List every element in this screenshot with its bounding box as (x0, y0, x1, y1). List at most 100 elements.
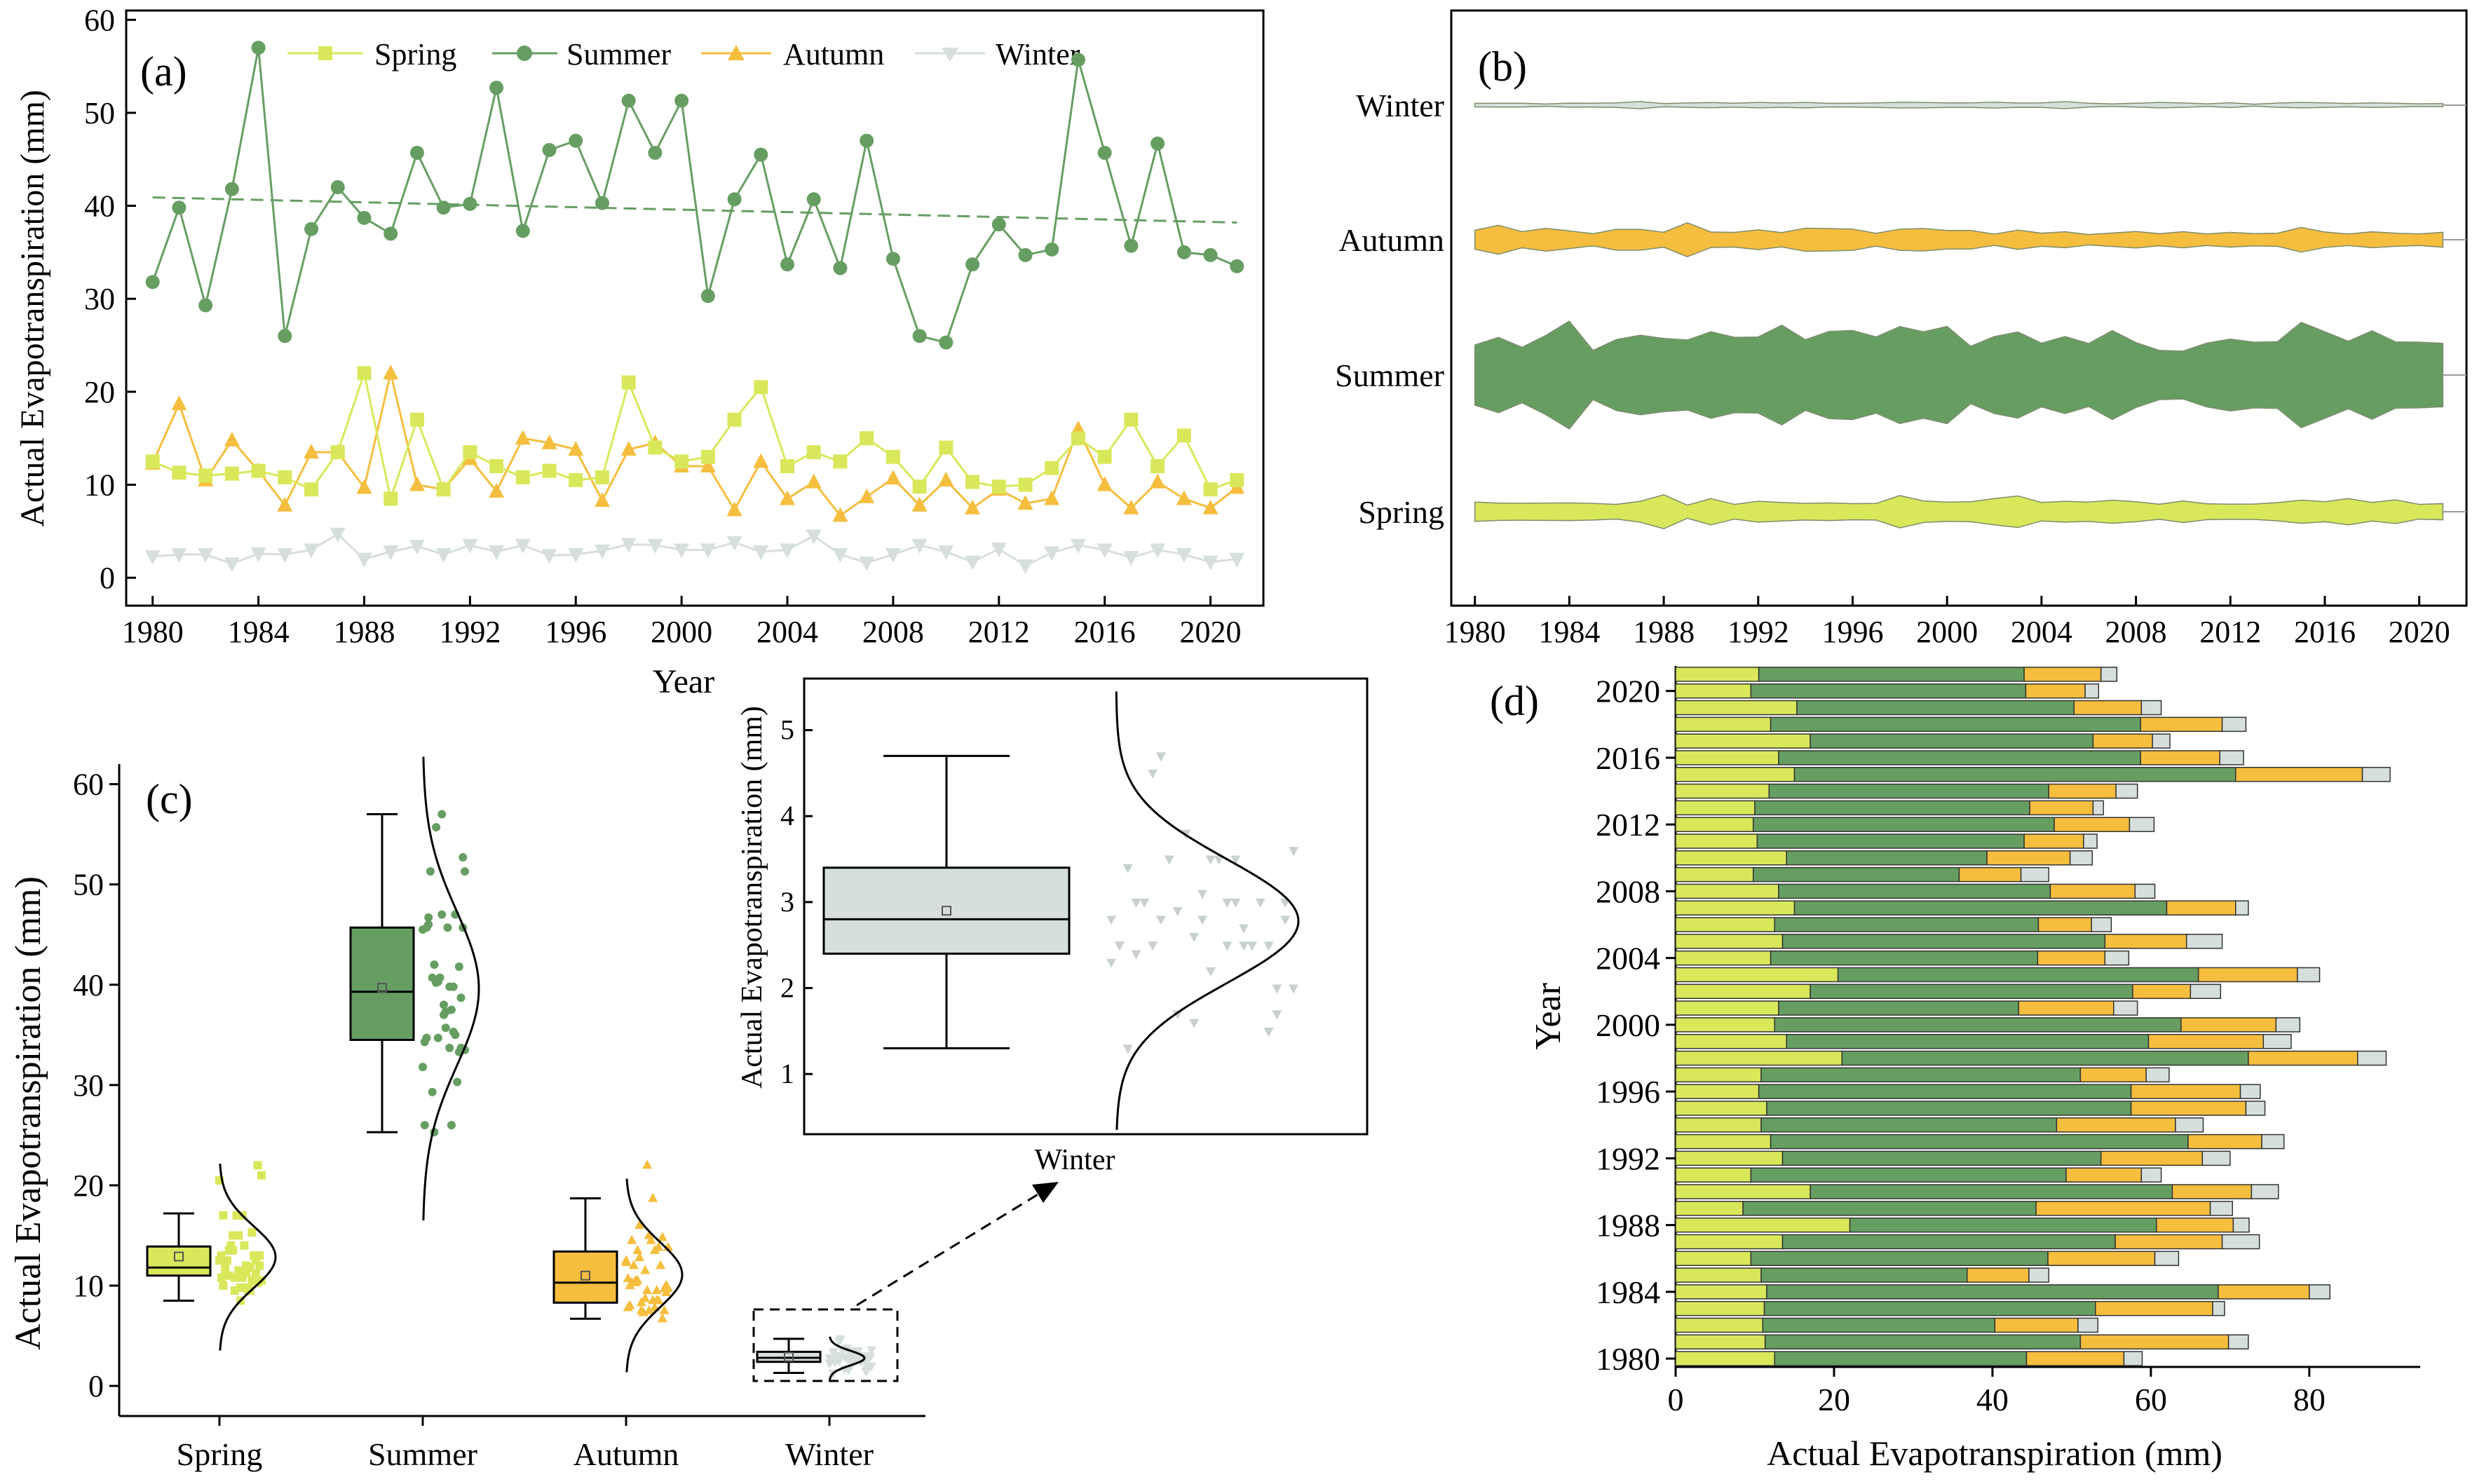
point-winter (726, 536, 742, 551)
bar-summer (1774, 1017, 2182, 1033)
point-winter (1229, 552, 1245, 568)
scatter-winter (830, 1352, 841, 1362)
panel-b-xtick-label: 1988 (1633, 615, 1695, 649)
bar-spring (1675, 800, 1756, 816)
scatter-autumn (653, 1241, 664, 1251)
point-autumn (1097, 476, 1113, 491)
point-summer (172, 200, 186, 215)
bar-summer (1770, 950, 2039, 966)
point-spring (700, 449, 715, 464)
bar-autumn (2187, 1134, 2262, 1150)
bar-spring (1675, 883, 1779, 899)
series-line-summer (151, 47, 1237, 344)
scatter-autumn (621, 1255, 631, 1265)
point-autumn (409, 476, 425, 491)
point-winter (515, 538, 531, 554)
scatter-autumn (640, 1265, 651, 1274)
panel-a-ytick-label: 10 (84, 468, 115, 503)
bar-winter (2134, 883, 2156, 899)
point-winter (224, 557, 240, 573)
scatter-summer (459, 853, 468, 862)
panel-a-ytick-label: 60 (84, 3, 115, 37)
scatter-summer (451, 1030, 460, 1040)
point-summer (198, 298, 213, 313)
point-autumn (620, 441, 637, 456)
scatter-winter (867, 1346, 876, 1356)
panel-b-plot: Winter Autumn Summer Spring 1980 1984 1988 1992… (1335, 88, 2466, 649)
inset-scatter-winter (1164, 855, 1174, 865)
point-winter (330, 527, 346, 543)
point-spring (463, 445, 477, 460)
point-autumn (832, 507, 848, 522)
bar-autumn (2140, 750, 2220, 765)
point-summer (727, 192, 742, 207)
inset-scatter-winter (1289, 984, 1298, 994)
point-winter (620, 538, 637, 553)
bar-spring (1675, 1017, 1775, 1033)
legend-label-summer: Summer (566, 37, 671, 72)
point-winter (1202, 555, 1219, 571)
bar-autumn (2166, 900, 2237, 915)
scatter-autumn (627, 1277, 637, 1286)
bar-summer (1796, 700, 2075, 716)
bar-winter (2140, 700, 2162, 716)
bar-spring (1675, 667, 1760, 682)
point-summer (278, 329, 292, 343)
point-winter (806, 529, 822, 545)
panel-a-xtick-label: 2004 (756, 615, 818, 649)
bar-winter (2190, 983, 2222, 1000)
point-autumn (1123, 499, 1139, 515)
point-summer (145, 275, 160, 290)
scatter-winter (846, 1351, 855, 1361)
point-winter (1070, 538, 1086, 554)
bar-spring (1675, 1201, 1744, 1216)
point-summer (1124, 238, 1139, 253)
bar-winter (2083, 833, 2098, 849)
bar-winter (2251, 1184, 2279, 1199)
point-spring (674, 454, 689, 469)
panel-b-xtick-label: 2016 (2294, 615, 2356, 649)
winter-zoom-box (752, 1308, 899, 1382)
point-spring (172, 465, 186, 480)
panel-a-plot: 1980 1984 1988 1992 1996 2000 2004 2008 2012 2016… (84, 3, 1245, 649)
inset-scatter-winter (1214, 855, 1224, 865)
point-summer (700, 289, 715, 304)
panel-a-xlabel: Year (653, 663, 714, 700)
point-spring (885, 449, 900, 464)
point-winter (674, 543, 690, 559)
point-summer (621, 93, 636, 108)
inset-scatter-winter (1272, 984, 1282, 994)
point-autumn (171, 395, 187, 411)
panel-b-xtick-label: 2020 (2389, 615, 2450, 649)
panel-c-label: (c) (146, 776, 193, 822)
bar-summer (1754, 800, 2030, 816)
panel-c-ylabel: Actual Evapotranspiration (mm) (8, 876, 48, 1350)
point-summer (674, 93, 689, 108)
scatter-summer (428, 973, 437, 982)
panel-d-ytick-label: 2016 (1596, 740, 1660, 776)
bar-summer (1766, 1284, 2219, 1300)
bar-spring (1675, 1217, 1851, 1233)
scatter-spring (240, 1241, 249, 1250)
point-autumn (224, 431, 240, 447)
bar-summer (1750, 1167, 2067, 1183)
bar-winter (2185, 934, 2223, 949)
panel-b-xtick-label: 2000 (1916, 615, 1978, 649)
bar-summer (1849, 1217, 2157, 1233)
point-winter (383, 545, 399, 561)
bar-autumn (2130, 1084, 2241, 1099)
inset-scatter-winter (1222, 898, 1233, 908)
bar-summer (1760, 1267, 1968, 1283)
panel-c-xtick-label: Winter (785, 1436, 874, 1472)
inset-scatter-winter (1106, 915, 1116, 925)
panel-c-ytick-label: 50 (73, 868, 104, 902)
bar-summer (1781, 1234, 2116, 1250)
panel-d-xtick-label: 0 (1668, 1382, 1684, 1417)
bar-winter (2100, 667, 2118, 682)
scatter-summer (440, 1000, 448, 1009)
bar-autumn (2048, 783, 2117, 799)
panel-d-ytick-label: 1980 (1596, 1341, 1660, 1377)
bar-autumn (2092, 733, 2153, 749)
point-autumn (1202, 499, 1219, 515)
bar-winter (2356, 1050, 2387, 1066)
